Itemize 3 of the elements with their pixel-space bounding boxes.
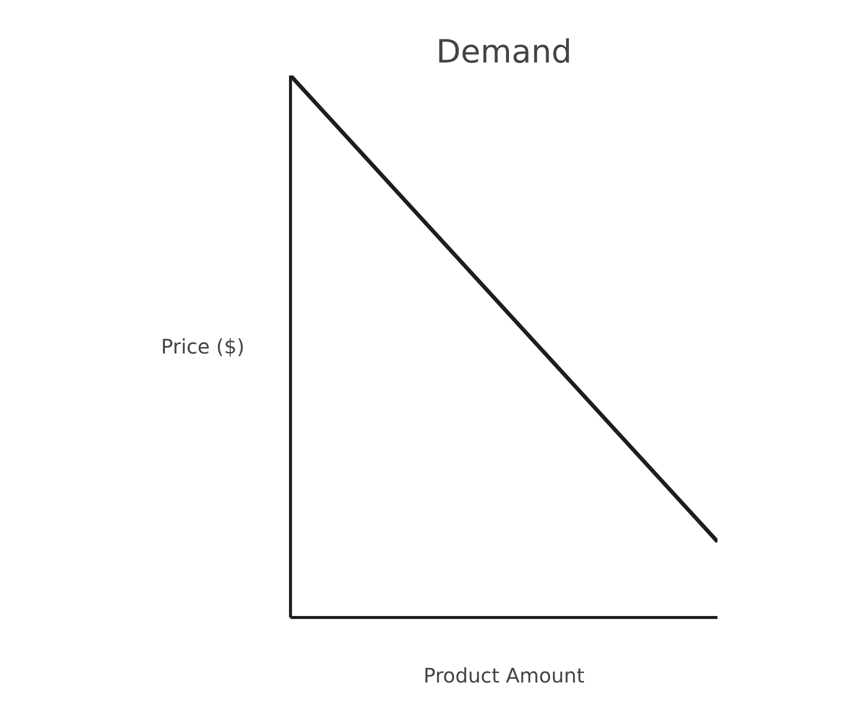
y-axis-title: Price ($) xyxy=(161,334,245,358)
x-axis-title: Product Amount xyxy=(424,664,585,688)
chart-title: Demand xyxy=(436,32,572,70)
